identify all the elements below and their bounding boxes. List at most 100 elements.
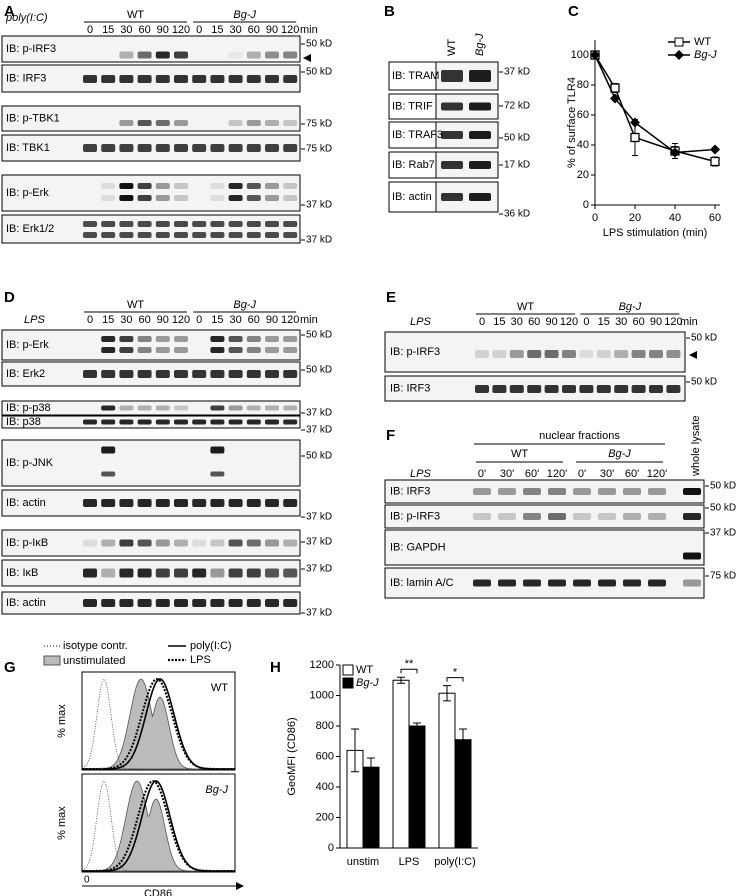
blot-label: IB: p-Erk bbox=[6, 339, 49, 351]
band bbox=[155, 75, 170, 83]
band bbox=[246, 336, 261, 342]
band bbox=[283, 370, 298, 378]
band bbox=[174, 144, 188, 152]
significance: * bbox=[453, 666, 458, 678]
band bbox=[228, 347, 243, 353]
band bbox=[155, 599, 170, 607]
band bbox=[210, 183, 225, 189]
band bbox=[283, 232, 298, 238]
band bbox=[137, 419, 152, 425]
x-tick-label: unstim bbox=[347, 856, 379, 868]
band bbox=[119, 539, 134, 547]
band bbox=[101, 499, 116, 507]
timepoint: 0' bbox=[578, 468, 586, 480]
size-marker: 50 kD bbox=[306, 365, 332, 376]
band bbox=[492, 350, 507, 358]
band bbox=[174, 539, 188, 547]
timepoint: 90 bbox=[157, 24, 169, 36]
band bbox=[246, 539, 261, 547]
x-axis-label: CD86 bbox=[144, 888, 172, 896]
band bbox=[596, 385, 611, 393]
band bbox=[441, 102, 463, 111]
size-marker: 37 kD bbox=[306, 235, 332, 246]
timepoint: 30 bbox=[120, 314, 132, 326]
blot-frame bbox=[1, 174, 301, 212]
timepoint: 60' bbox=[525, 468, 539, 480]
band bbox=[137, 75, 152, 83]
band bbox=[119, 336, 134, 342]
band bbox=[137, 183, 152, 189]
blot-frame bbox=[1, 214, 301, 244]
timepoint: 30 bbox=[229, 314, 241, 326]
group-label: WT bbox=[511, 448, 528, 460]
size-marker: 75 kD bbox=[306, 119, 332, 130]
treatment: LPS bbox=[410, 468, 431, 480]
band bbox=[210, 419, 225, 425]
timepoint: 90 bbox=[266, 24, 278, 36]
band bbox=[174, 221, 188, 227]
y-tick-label: 60 bbox=[577, 109, 589, 121]
band bbox=[283, 539, 298, 547]
timepoint: 120 bbox=[664, 316, 682, 328]
timepoint: 0 bbox=[479, 316, 485, 328]
band bbox=[83, 232, 97, 238]
band bbox=[228, 568, 243, 578]
blot-label: IB: TRAM bbox=[392, 70, 439, 82]
timepoint: 60 bbox=[248, 314, 260, 326]
band bbox=[210, 232, 225, 238]
band bbox=[265, 568, 279, 578]
band bbox=[548, 488, 566, 495]
band bbox=[283, 120, 298, 126]
legend-marker bbox=[674, 37, 684, 47]
legend-label: isotype contr. bbox=[63, 640, 128, 652]
band bbox=[210, 568, 225, 578]
band bbox=[101, 539, 116, 547]
group-label: Bg-J bbox=[233, 299, 256, 311]
band bbox=[101, 471, 116, 477]
band bbox=[101, 75, 116, 83]
blot-label-frame bbox=[388, 151, 437, 179]
band bbox=[174, 195, 188, 201]
band bbox=[527, 350, 542, 358]
row-label: Bg-J bbox=[205, 784, 228, 796]
error-bar bbox=[351, 728, 359, 773]
blot-label: IB: p-p38 bbox=[6, 402, 51, 414]
size-marker: 72 kD bbox=[504, 101, 530, 112]
band bbox=[101, 419, 116, 425]
band bbox=[631, 385, 646, 393]
panel-label: A bbox=[4, 3, 15, 20]
timepoint: 60' bbox=[625, 468, 639, 480]
size-marker: 50 kD bbox=[306, 451, 332, 462]
timepoint: 120 bbox=[560, 316, 578, 328]
panel-label: D bbox=[4, 289, 15, 306]
timepoint: 30 bbox=[615, 316, 627, 328]
band bbox=[265, 370, 279, 378]
legend-swatch bbox=[342, 677, 354, 689]
band bbox=[83, 370, 97, 378]
band bbox=[265, 75, 279, 83]
band bbox=[137, 539, 152, 547]
band bbox=[228, 221, 243, 227]
y-tick-label: 400 bbox=[316, 781, 334, 793]
band bbox=[649, 350, 663, 358]
band bbox=[246, 599, 261, 607]
band bbox=[469, 131, 491, 139]
blot-frame bbox=[384, 479, 705, 504]
band bbox=[137, 568, 152, 578]
band bbox=[228, 405, 243, 411]
band bbox=[265, 120, 279, 126]
panel-label: F bbox=[386, 427, 395, 444]
band bbox=[137, 499, 152, 507]
y-tick-label: 0 bbox=[583, 199, 589, 211]
band bbox=[83, 599, 97, 607]
band bbox=[137, 336, 152, 342]
legend-label: LPS bbox=[190, 654, 211, 666]
size-marker: 37 kD bbox=[306, 425, 332, 436]
y-tick-label: 100 bbox=[571, 49, 589, 61]
size-marker: 37 kD bbox=[504, 67, 530, 78]
band bbox=[192, 232, 207, 238]
band bbox=[174, 336, 188, 342]
group-label: Bg-J bbox=[474, 33, 486, 56]
band bbox=[101, 599, 116, 607]
band bbox=[228, 75, 243, 83]
